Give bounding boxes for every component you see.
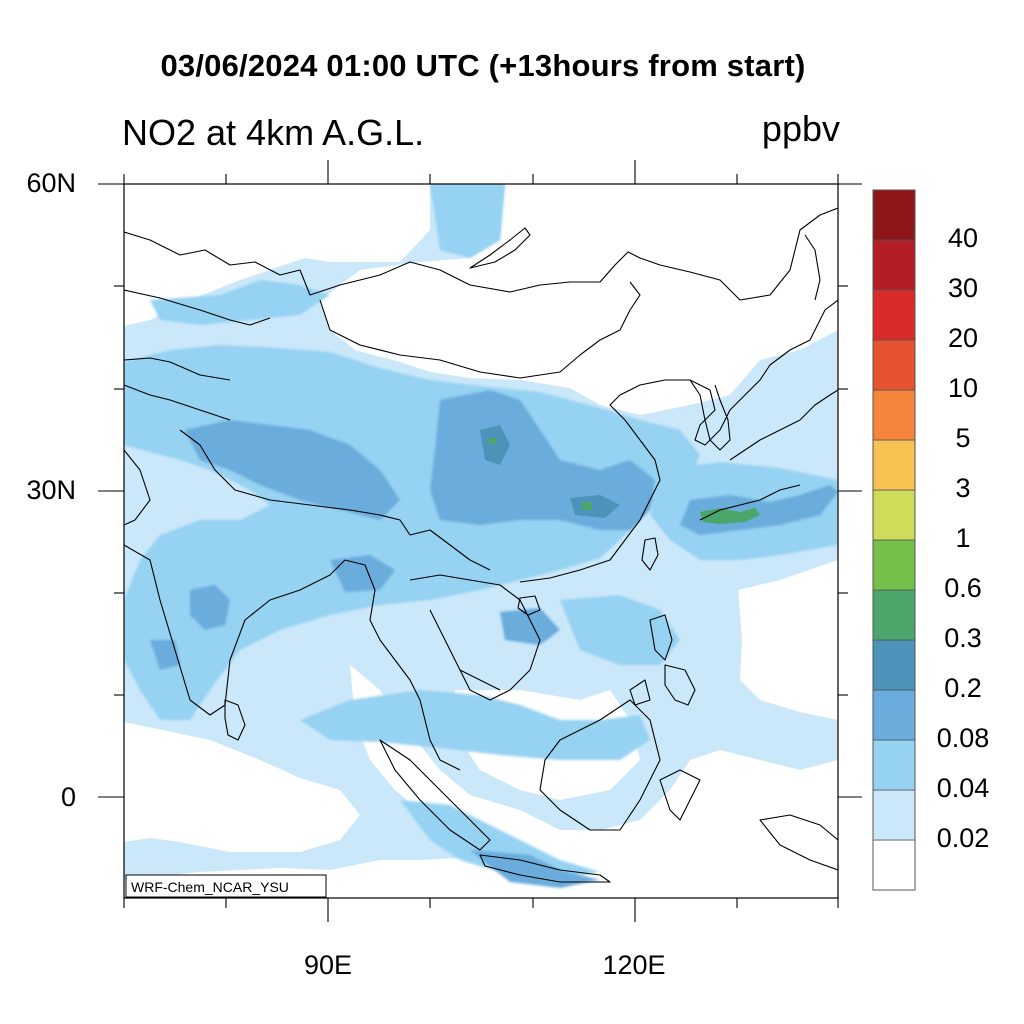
no2-concentration-field xyxy=(124,184,838,898)
colorbar-swatch xyxy=(872,389,916,441)
colorbar-level-label: 40 xyxy=(947,223,979,253)
lat-label-60n: 60N xyxy=(26,168,76,198)
colorbar-level-label: 0.02 xyxy=(936,823,990,853)
lat-label-0: 0 xyxy=(60,782,76,812)
units-label: ppbv xyxy=(761,108,840,149)
colorbar-swatch xyxy=(872,639,916,691)
elevated-no2-areas xyxy=(150,390,838,888)
axis-ticks xyxy=(98,160,862,922)
coastlines-and-borders xyxy=(124,207,838,883)
variable-subtitle: NO2 at 4km A.G.L. xyxy=(122,112,425,153)
model-label: WRF-Chem_NCAR_YSU xyxy=(131,879,289,895)
colorbar-outline xyxy=(872,189,916,891)
colorbar-swatch xyxy=(872,739,916,791)
map-frame xyxy=(123,183,839,899)
colorbar-level-label: 0.2 xyxy=(944,673,982,703)
colorbar-swatch xyxy=(872,339,916,391)
colorbar-swatch xyxy=(872,589,916,641)
colorbar-level-label: 0.3 xyxy=(944,623,982,653)
colorbar-level-label: 30 xyxy=(947,273,979,303)
colorbar-swatch xyxy=(872,289,916,341)
colorbar-level-label: 0.08 xyxy=(936,723,990,753)
colorbar-swatch xyxy=(872,689,916,741)
model-label-box: WRF-Chem_NCAR_YSU xyxy=(125,874,327,898)
colorbar-swatch xyxy=(872,539,916,591)
colorbar-swatch xyxy=(872,839,916,891)
colorbar-level-label: 1 xyxy=(955,523,971,553)
colorbar xyxy=(872,189,916,891)
colorbar-swatch xyxy=(872,789,916,841)
colorbar-level-label: 0.6 xyxy=(944,573,982,603)
colorbar-swatch xyxy=(872,189,916,241)
lon-label-90e: 90E xyxy=(303,950,353,980)
colorbar-level-label: 20 xyxy=(947,323,979,353)
colorbar-level-label: 3 xyxy=(955,473,971,503)
colorbar-swatch xyxy=(872,239,916,291)
plot-title: 03/06/2024 01:00 UTC (+13hours from star… xyxy=(160,48,806,83)
colorbar-swatch xyxy=(872,489,916,541)
colorbar-level-label: 10 xyxy=(947,373,979,403)
high-no2-spots xyxy=(480,425,620,518)
colorbar-swatch xyxy=(872,439,916,491)
colorbar-level-label: 0.04 xyxy=(936,773,990,803)
lon-label-120e: 120E xyxy=(602,950,666,980)
colorbar-level-label: 5 xyxy=(955,423,971,453)
lat-label-30n: 30N xyxy=(26,475,76,505)
